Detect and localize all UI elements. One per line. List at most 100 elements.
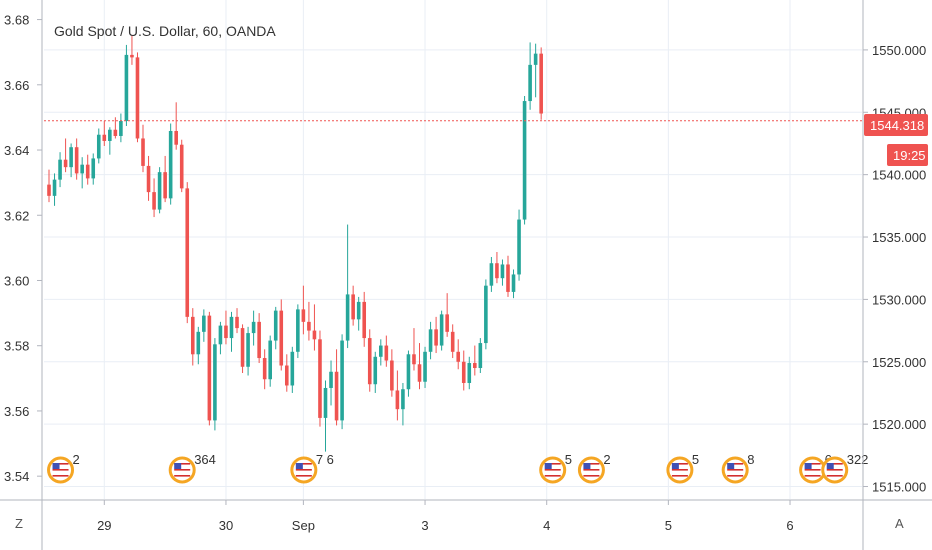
event-marker[interactable]: 2	[577, 452, 611, 484]
price-tick-label: 1530.000	[872, 292, 926, 307]
left-tick-label: 3.66	[4, 78, 29, 93]
flag-stripe	[52, 469, 69, 471]
candle-body	[461, 361, 466, 383]
flag-stripe	[804, 466, 821, 468]
flag-stripe	[174, 469, 191, 471]
candle-body	[467, 363, 472, 383]
flag-stripe	[583, 475, 600, 477]
auto-scale-right-button[interactable]	[888, 510, 914, 536]
event-marker[interactable]: 7 6	[290, 452, 334, 484]
candle-body	[373, 356, 378, 385]
flag-stripe	[727, 469, 744, 471]
flag-stripe	[804, 475, 821, 477]
candle-body	[290, 351, 295, 386]
flag-stripe	[52, 466, 69, 468]
candle-body	[528, 64, 532, 102]
candle-body	[218, 325, 223, 345]
us-flag-icon	[727, 463, 744, 477]
candle-body	[318, 339, 322, 418]
event-marker[interactable]: 8	[721, 452, 754, 484]
candle-body	[517, 219, 521, 275]
flag-stripe	[804, 469, 821, 471]
flag-stripe	[52, 475, 69, 477]
flag-canton	[544, 463, 552, 469]
price-axis-left[interactable]: 3.54 3.56 3.58 3.60 3.62 3.64 3.66 3.68	[4, 13, 42, 485]
candle-body	[533, 53, 538, 65]
event-count-label: 2	[73, 452, 80, 467]
flag-stripe	[544, 472, 561, 474]
flag-stripe	[544, 463, 561, 465]
candle-body	[85, 164, 90, 179]
candle-body	[345, 294, 350, 341]
flag-stripe	[295, 472, 312, 474]
flag-canton	[583, 463, 591, 469]
event-count-label: 5	[692, 452, 699, 467]
flag-stripe	[544, 466, 561, 468]
candle-body	[196, 331, 201, 355]
us-flag-icon	[52, 463, 69, 477]
candle-body	[163, 172, 167, 199]
flag-canton	[295, 463, 303, 469]
candle-body	[495, 263, 499, 279]
time-tick-label: 5	[665, 518, 672, 533]
candle-body	[257, 321, 261, 359]
event-count-label: 2	[603, 452, 610, 467]
us-flag-icon	[583, 463, 600, 477]
candle-body	[379, 345, 383, 357]
bar-countdown-value: 19:25	[893, 148, 926, 163]
candle-body	[401, 389, 405, 410]
candle-body	[362, 301, 367, 339]
time-tick-label: 4	[543, 518, 550, 533]
event-marker[interactable]: 364	[168, 452, 216, 484]
flag-stripe	[174, 466, 191, 468]
candle-body	[439, 314, 444, 346]
candle-body	[157, 172, 162, 210]
us-flag-icon	[671, 463, 688, 477]
us-flag-icon	[804, 463, 821, 477]
event-marker[interactable]: 5	[666, 452, 699, 484]
candle-body	[141, 138, 145, 166]
flag-stripe	[174, 475, 191, 477]
candle-body	[229, 316, 234, 339]
price-tick-label: 1520.000	[872, 417, 926, 432]
flag-stripe	[826, 469, 843, 471]
price-tick-label: 1550.000	[872, 43, 926, 58]
event-marker[interactable]: 5	[539, 452, 572, 484]
left-corner-label: Z	[15, 516, 23, 531]
candle-body	[351, 294, 355, 320]
candle-body	[102, 134, 107, 141]
candle-body	[108, 129, 112, 141]
flag-canton	[52, 463, 60, 469]
candle-body	[478, 343, 483, 369]
candle-body	[506, 264, 510, 292]
event-marker[interactable]: 322	[821, 452, 869, 484]
candle-body	[146, 165, 151, 193]
time-axis[interactable]: 29 30 Sep 3 4 5 6	[97, 500, 794, 533]
price-axis-right[interactable]: 1515.000 1520.000 1525.000 1530.000 1535.000…	[863, 43, 926, 495]
flag-stripe	[671, 475, 688, 477]
flag-stripe	[52, 463, 69, 465]
auto-scale-left-button[interactable]	[8, 510, 34, 536]
flag-stripe	[583, 463, 600, 465]
candle-body	[130, 54, 134, 58]
flag-canton	[826, 463, 834, 469]
price-tick-label: 1525.000	[872, 355, 926, 370]
flag-stripe	[826, 463, 843, 465]
candle-body	[74, 147, 79, 174]
candle-body	[323, 387, 328, 418]
candle-body	[434, 329, 438, 346]
candle-body	[301, 309, 306, 322]
flag-stripe	[727, 466, 744, 468]
candle-body	[511, 274, 516, 292]
us-flag-icon	[174, 463, 191, 477]
candle-body	[152, 192, 156, 210]
us-flag-icon	[295, 463, 312, 477]
flag-stripe	[671, 466, 688, 468]
left-tick-label: 3.62	[4, 208, 29, 223]
left-tick-label: 3.68	[4, 13, 29, 28]
event-marker[interactable]: 2	[47, 452, 80, 484]
candle-body	[484, 285, 488, 344]
right-corner-label: A	[895, 516, 904, 531]
